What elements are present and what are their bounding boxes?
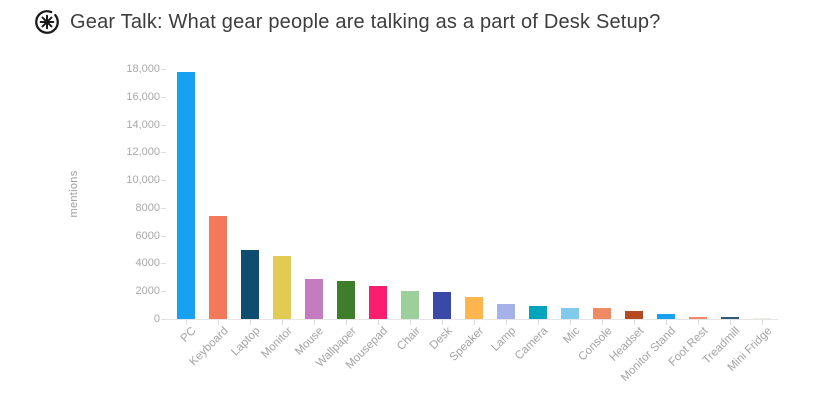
y-tick-label: 0 — [153, 313, 160, 325]
x-tick-mark — [538, 320, 539, 325]
x-tick-label: Laptop — [229, 325, 263, 359]
y-tick-label: 4000 — [135, 257, 160, 270]
x-tick-label: Camera — [513, 325, 551, 363]
bar-pc — [177, 72, 195, 319]
x-tick-mark — [218, 320, 219, 325]
y-tick-mark — [161, 152, 166, 154]
bar-speaker — [465, 297, 483, 319]
x-tick-label: Speaker — [447, 325, 487, 364]
y-tick-mark — [161, 124, 166, 126]
y-tick-mark — [161, 207, 166, 209]
x-tick-label: Lamp — [489, 325, 519, 354]
x-tick-mark — [730, 320, 731, 325]
x-tick-mark — [314, 320, 315, 325]
y-tick-label: 14,000 — [126, 118, 160, 131]
page-title: Gear Talk: What gear people are talking … — [70, 10, 661, 33]
y-tick-mark — [161, 263, 166, 265]
y-axis-label: mentions — [68, 170, 80, 218]
y-tick-label: 16,000 — [126, 90, 160, 103]
x-tick-mark — [698, 320, 699, 325]
x-tick-mark — [282, 320, 283, 325]
x-tick-mark — [346, 320, 347, 325]
x-tick-label: Mic — [561, 325, 583, 347]
bar-wallpaper — [337, 281, 355, 319]
x-tick-mark — [570, 320, 571, 325]
y-tick-label: 8000 — [135, 201, 160, 214]
x-tick-mark — [410, 320, 411, 325]
x-tick-mark — [250, 320, 251, 325]
x-tick-mark — [474, 320, 475, 325]
y-tick-mark — [161, 235, 166, 237]
bar-foot-rest — [689, 317, 707, 319]
x-tick-mark — [442, 320, 443, 325]
x-tick-label: Console — [576, 325, 615, 364]
bar-laptop — [241, 250, 259, 319]
x-tick-mark — [378, 320, 379, 325]
y-tick-label: 6000 — [135, 229, 160, 242]
y-tick-label: 10,000 — [126, 174, 160, 187]
bar-keyboard — [209, 216, 227, 319]
circled-asterisk-icon — [35, 10, 59, 34]
bar-mic — [561, 308, 579, 319]
chart-header: Gear Talk: What gear people are talking … — [33, 8, 661, 36]
x-tick-label: Desk — [427, 325, 455, 353]
x-tick-mark — [506, 320, 507, 325]
bar-monitor — [273, 256, 291, 319]
bar-chair — [401, 291, 419, 319]
y-tick-mark — [161, 180, 166, 182]
y-tick-label: 2000 — [135, 285, 160, 298]
y-tick-label: 18,000 — [126, 63, 160, 75]
bar-mouse — [305, 279, 323, 319]
bar-lamp — [497, 304, 515, 319]
x-tick-mark — [186, 320, 187, 325]
bar-mousepad — [369, 286, 387, 319]
x-tick-mark — [762, 320, 763, 325]
bar-treadmill — [721, 317, 739, 319]
bar-desk — [433, 292, 451, 319]
x-tick-label: Chair — [394, 325, 423, 353]
x-tick-mark — [602, 320, 603, 325]
x-tick-mark — [634, 320, 635, 325]
y-tick-mark — [161, 96, 166, 98]
bar-camera — [529, 306, 547, 319]
x-axis-line — [166, 319, 778, 320]
bar-headset — [625, 311, 643, 319]
y-tick-label: 12,000 — [126, 146, 160, 159]
x-tick-label: Monitor — [258, 325, 295, 361]
y-tick-mark — [161, 319, 166, 320]
bar-console — [593, 308, 611, 319]
x-tick-mark — [666, 320, 667, 325]
bar-monitor-stand — [657, 314, 675, 319]
x-tick-label: PC — [178, 325, 199, 345]
y-tick-mark — [161, 69, 166, 70]
bar-mini-fridge — [753, 318, 771, 319]
y-tick-mark — [161, 291, 166, 293]
